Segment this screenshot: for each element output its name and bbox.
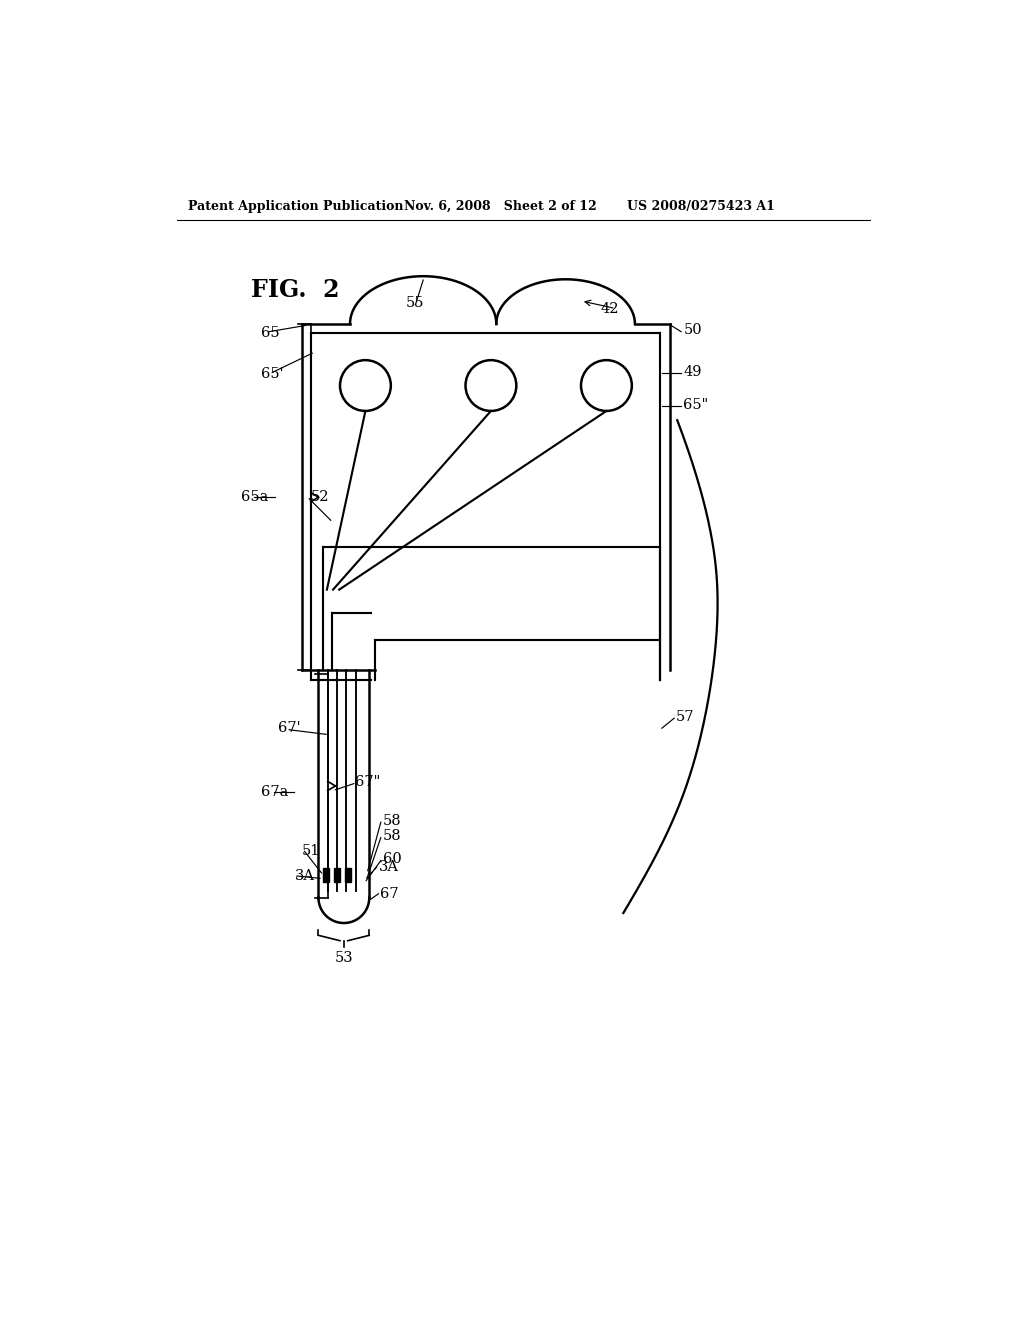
- Text: 53: 53: [335, 950, 353, 965]
- Text: FIG.  2: FIG. 2: [252, 277, 340, 302]
- Text: 65: 65: [261, 326, 281, 341]
- Bar: [345, 869, 351, 882]
- Text: US 2008/0275423 A1: US 2008/0275423 A1: [628, 199, 775, 213]
- Bar: [323, 869, 330, 882]
- Text: 67": 67": [355, 775, 381, 789]
- Text: Patent Application Publication: Patent Application Publication: [188, 199, 403, 213]
- Text: 3A: 3A: [379, 859, 398, 874]
- Text: 67': 67': [279, 721, 301, 735]
- Text: Nov. 6, 2008   Sheet 2 of 12: Nov. 6, 2008 Sheet 2 of 12: [403, 199, 597, 213]
- Text: 67a: 67a: [261, 784, 288, 799]
- Text: 67: 67: [380, 887, 398, 900]
- Text: 3A: 3A: [295, 869, 315, 883]
- Text: 42: 42: [600, 301, 618, 315]
- Text: 65a: 65a: [242, 490, 269, 504]
- Text: 55: 55: [407, 296, 425, 310]
- Text: 58: 58: [383, 813, 401, 828]
- Text: 52: 52: [310, 490, 330, 504]
- Text: 60: 60: [383, 853, 401, 866]
- Text: 49: 49: [683, 364, 701, 379]
- Text: 58: 58: [383, 829, 401, 843]
- Bar: [334, 869, 340, 882]
- Text: 50: 50: [683, 323, 702, 337]
- Text: 57: 57: [676, 710, 694, 723]
- Text: 51: 51: [301, 845, 319, 858]
- Text: 65': 65': [261, 367, 284, 381]
- Text: 65": 65": [683, 397, 709, 412]
